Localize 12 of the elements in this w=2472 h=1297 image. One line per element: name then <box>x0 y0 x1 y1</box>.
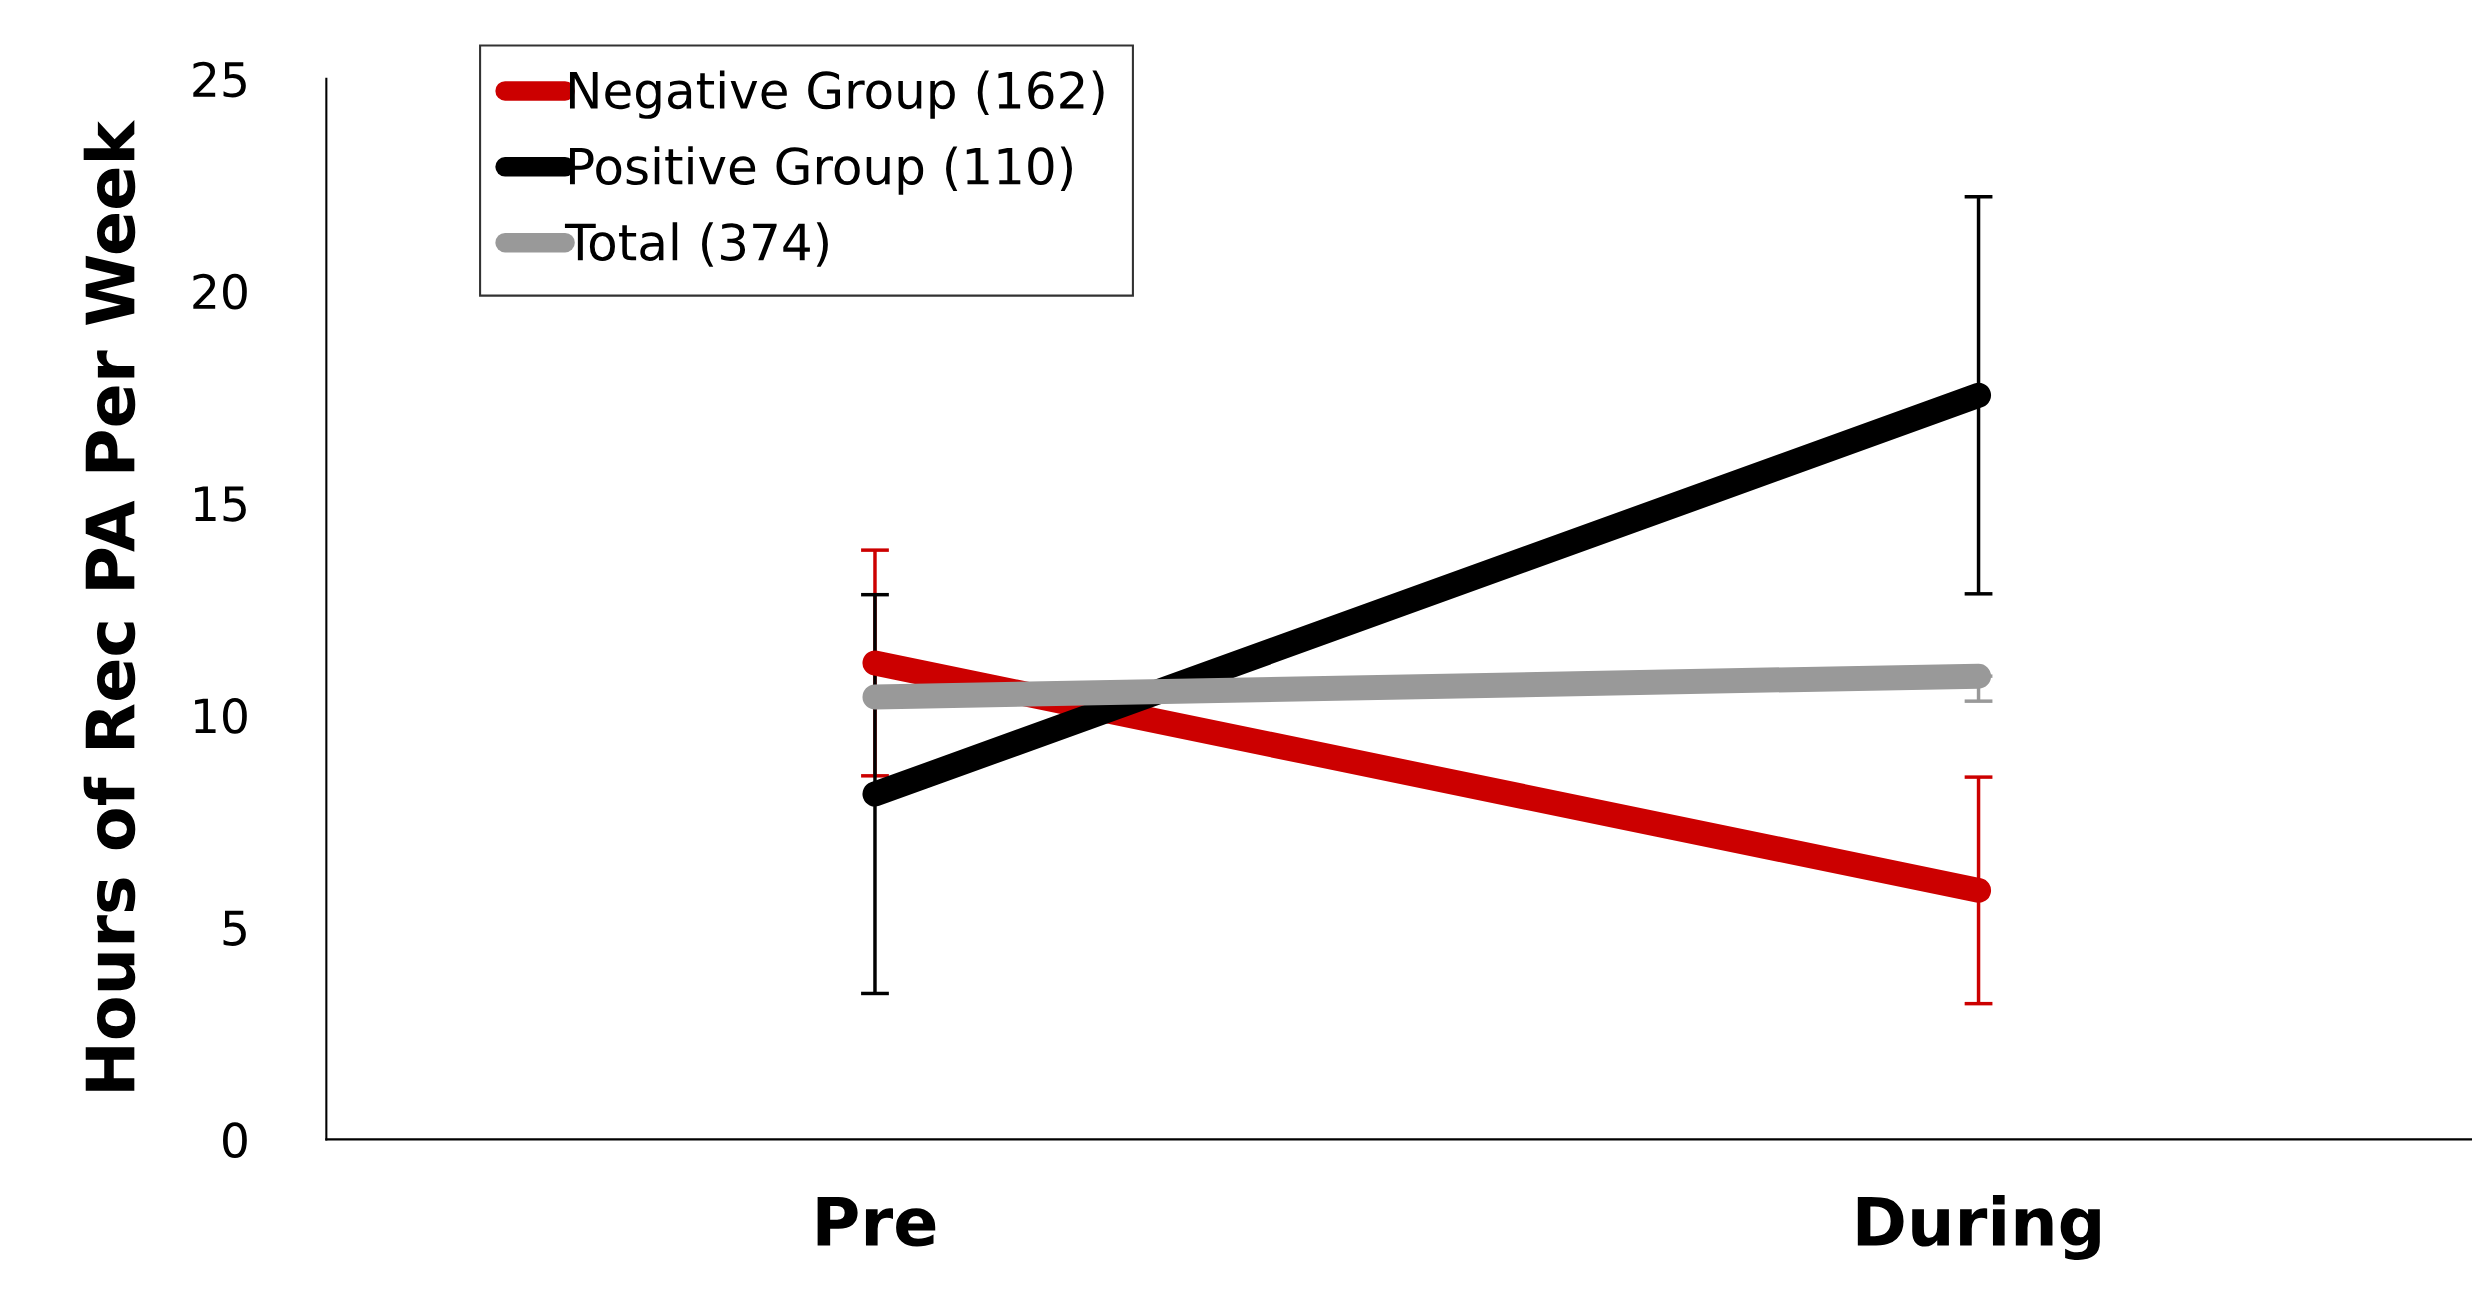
y-tick-label: 15 <box>195 486 246 522</box>
legend-label: Negative Group (162) <box>569 70 1104 119</box>
x-tick-label: Pre <box>817 1197 936 1247</box>
y-tick-label: 10 <box>195 698 247 734</box>
y-tick-label: 0 <box>223 1122 247 1159</box>
y-tick-label: 25 <box>193 61 246 98</box>
x-tick-label: During <box>1857 1194 2100 1260</box>
legend-label: Positive Group (110) <box>569 146 1072 195</box>
legend-label: Total (374) <box>564 222 828 267</box>
y-axis-title: Hours of Rec PA Per Week <box>83 119 136 1091</box>
y-tick-label: 20 <box>193 273 247 310</box>
y-tick-label: 5 <box>223 910 246 946</box>
